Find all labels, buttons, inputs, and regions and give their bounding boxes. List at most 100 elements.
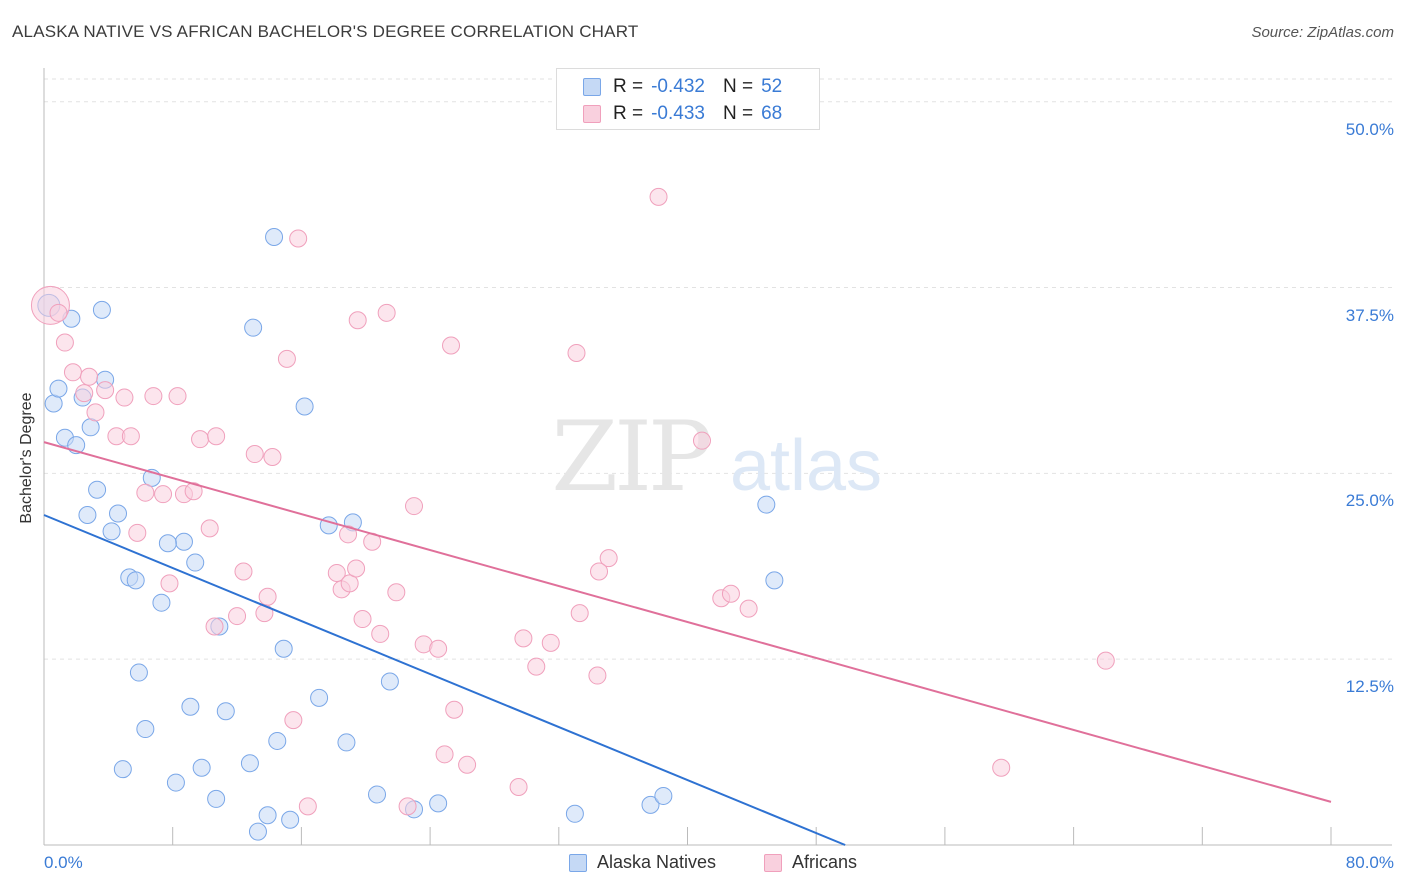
africans-point[interactable] (160, 574, 179, 593)
alaska-natives-point[interactable] (113, 760, 132, 779)
africans-point[interactable] (527, 657, 546, 676)
alaska-natives-point[interactable] (310, 688, 329, 707)
africans-point[interactable] (1096, 651, 1115, 670)
africans-point[interactable] (245, 445, 264, 464)
alaska-natives-point[interactable] (654, 786, 673, 805)
africans-point[interactable] (429, 639, 448, 658)
alaska-natives-point[interactable] (186, 553, 205, 572)
alaska-natives-point[interactable] (380, 672, 399, 691)
africans-point[interactable] (284, 711, 303, 730)
africans-point[interactable] (599, 549, 618, 568)
alaska-natives-point[interactable] (429, 794, 448, 813)
africans-point[interactable] (567, 343, 586, 362)
africans-point[interactable] (255, 604, 274, 623)
africans-point[interactable] (168, 387, 187, 406)
alaska-natives-point[interactable] (158, 534, 177, 553)
alaska-natives-point[interactable] (136, 720, 155, 739)
africans-point[interactable] (445, 700, 464, 719)
africans-point[interactable] (277, 349, 296, 368)
alaska-natives-point[interactable] (641, 795, 660, 814)
alaska-natives-point[interactable] (92, 300, 111, 319)
africans-point[interactable] (205, 617, 224, 636)
africans-point[interactable] (541, 633, 560, 652)
africans-point[interactable] (258, 587, 277, 606)
alaska-natives-point[interactable] (207, 789, 226, 808)
alaska-natives-point[interactable] (337, 733, 356, 752)
africans-point[interactable] (263, 448, 282, 467)
africans-point[interactable] (348, 311, 367, 330)
africans-point[interactable] (289, 229, 308, 248)
alaska-natives-point[interactable] (244, 318, 263, 337)
alaska-natives-point[interactable] (248, 822, 267, 841)
africans-point[interactable] (509, 778, 528, 797)
africans-point[interactable] (371, 624, 390, 643)
africans-point[interactable] (405, 497, 424, 516)
alaska-natives-point[interactable] (274, 639, 293, 658)
alaska-natives-point[interactable] (216, 702, 235, 721)
alaska-natives-point[interactable] (192, 758, 211, 777)
alaska-natives-point[interactable] (368, 785, 387, 804)
africans-point[interactable] (442, 336, 461, 355)
alaska-natives-point[interactable] (268, 731, 287, 750)
alaska-natives-point[interactable] (49, 379, 68, 398)
africans-point[interactable] (739, 599, 758, 618)
africans-point[interactable] (228, 607, 247, 626)
africans-point[interactable] (80, 367, 99, 386)
africans-point[interactable] (128, 523, 147, 542)
africans-point[interactable] (588, 666, 607, 685)
africans-point[interactable] (200, 519, 219, 538)
africans-point[interactable] (298, 797, 317, 816)
alaska-natives-point[interactable] (78, 505, 97, 524)
africans-point[interactable] (340, 574, 359, 593)
africans-point[interactable] (387, 583, 406, 602)
alaska-natives-point[interactable] (258, 806, 277, 825)
africans-point[interactable] (207, 427, 226, 446)
alaska-natives-point[interactable] (174, 532, 193, 551)
africans-point[interactable] (692, 431, 711, 450)
alaska-natives-point[interactable] (265, 228, 284, 247)
africans-point[interactable] (339, 525, 358, 544)
africans-point[interactable] (514, 629, 533, 648)
alaska-natives-point[interactable] (240, 754, 259, 773)
alaska-natives-point[interactable] (757, 495, 776, 514)
africans-point[interactable] (649, 187, 668, 206)
africans-point[interactable] (86, 403, 105, 422)
alaska-natives-point[interactable] (126, 571, 145, 590)
africans-point[interactable] (96, 381, 115, 400)
africans-point[interactable] (234, 562, 253, 581)
africans-point[interactable] (184, 482, 203, 501)
alaska-natives-point[interactable] (565, 804, 584, 823)
africans-point[interactable] (144, 387, 163, 406)
africans-point[interactable] (347, 559, 366, 578)
alaska-natives-point[interactable] (88, 480, 107, 499)
africans-point[interactable] (115, 388, 134, 407)
africans-point[interactable] (721, 584, 740, 603)
africans-point[interactable] (398, 797, 417, 816)
africans-point[interactable] (75, 384, 94, 403)
alaska-natives-point[interactable] (281, 810, 300, 829)
africans-point[interactable] (377, 303, 396, 322)
africans-point[interactable] (136, 483, 155, 502)
africans-point[interactable] (992, 758, 1011, 777)
africans-point[interactable] (55, 333, 74, 352)
alaska-natives-point[interactable] (181, 697, 200, 716)
africans-point[interactable] (49, 303, 68, 322)
alaska-natives-point[interactable] (152, 593, 171, 612)
africans-point[interactable] (121, 427, 140, 446)
africans-point[interactable] (191, 430, 210, 449)
alaska-natives-point[interactable] (102, 522, 121, 541)
africans-point[interactable] (435, 745, 454, 764)
africans-point[interactable] (458, 755, 477, 774)
alaska-natives-point[interactable] (765, 571, 784, 590)
africans-point[interactable] (327, 563, 346, 582)
series-legend-africans[interactable]: Africans (764, 852, 857, 873)
alaska-natives-point[interactable] (109, 504, 128, 523)
africans-point[interactable] (63, 363, 82, 382)
africans-point[interactable] (570, 604, 589, 623)
alaska-natives-point[interactable] (129, 663, 148, 682)
series-legend-alaska-natives[interactable]: Alaska Natives (569, 852, 716, 873)
alaska-natives-point[interactable] (295, 397, 314, 416)
alaska-natives-point[interactable] (166, 773, 185, 792)
africans-point[interactable] (590, 562, 609, 581)
africans-point[interactable] (353, 610, 372, 629)
